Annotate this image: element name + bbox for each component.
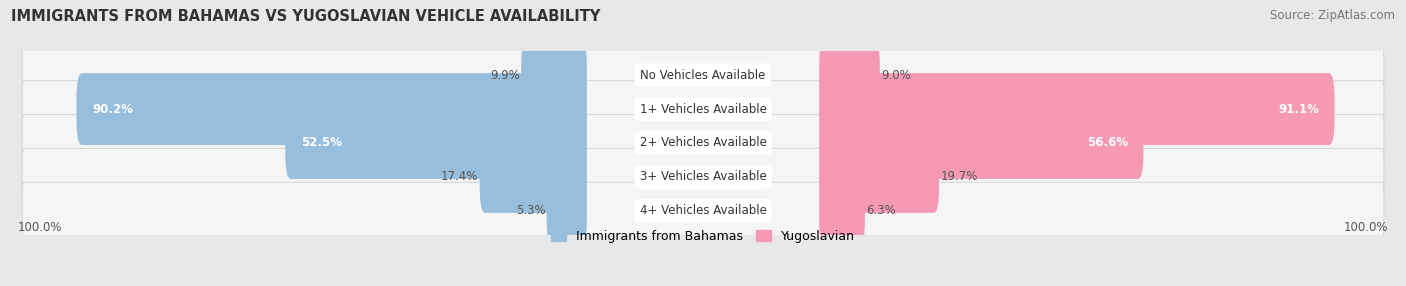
Text: 19.7%: 19.7% (941, 170, 977, 183)
FancyBboxPatch shape (479, 141, 586, 213)
Text: 4+ Vehicles Available: 4+ Vehicles Available (640, 204, 766, 217)
Text: 56.6%: 56.6% (1087, 136, 1128, 150)
Text: IMMIGRANTS FROM BAHAMAS VS YUGOSLAVIAN VEHICLE AVAILABILITY: IMMIGRANTS FROM BAHAMAS VS YUGOSLAVIAN V… (11, 9, 600, 23)
FancyBboxPatch shape (22, 148, 1384, 205)
Text: 17.4%: 17.4% (441, 170, 478, 183)
FancyBboxPatch shape (820, 107, 1143, 179)
FancyBboxPatch shape (820, 39, 880, 111)
FancyBboxPatch shape (76, 73, 586, 145)
FancyBboxPatch shape (22, 81, 1384, 138)
Text: Source: ZipAtlas.com: Source: ZipAtlas.com (1270, 9, 1395, 21)
Text: 6.3%: 6.3% (866, 204, 896, 217)
FancyBboxPatch shape (22, 182, 1384, 239)
FancyBboxPatch shape (820, 175, 865, 247)
Text: 9.0%: 9.0% (882, 69, 911, 82)
Text: 1+ Vehicles Available: 1+ Vehicles Available (640, 103, 766, 116)
Text: 91.1%: 91.1% (1278, 103, 1319, 116)
Text: 3+ Vehicles Available: 3+ Vehicles Available (640, 170, 766, 183)
Text: No Vehicles Available: No Vehicles Available (640, 69, 766, 82)
FancyBboxPatch shape (285, 107, 586, 179)
Text: 2+ Vehicles Available: 2+ Vehicles Available (640, 136, 766, 150)
Legend: Immigrants from Bahamas, Yugoslavian: Immigrants from Bahamas, Yugoslavian (551, 230, 855, 243)
Text: 52.5%: 52.5% (301, 136, 342, 150)
FancyBboxPatch shape (22, 47, 1384, 104)
Text: 100.0%: 100.0% (17, 221, 62, 234)
Text: 9.9%: 9.9% (489, 69, 520, 82)
FancyBboxPatch shape (820, 141, 939, 213)
FancyBboxPatch shape (547, 175, 586, 247)
Text: 5.3%: 5.3% (516, 204, 546, 217)
Text: 100.0%: 100.0% (1344, 221, 1389, 234)
FancyBboxPatch shape (22, 114, 1384, 172)
Text: 90.2%: 90.2% (91, 103, 132, 116)
FancyBboxPatch shape (820, 73, 1334, 145)
FancyBboxPatch shape (522, 39, 586, 111)
